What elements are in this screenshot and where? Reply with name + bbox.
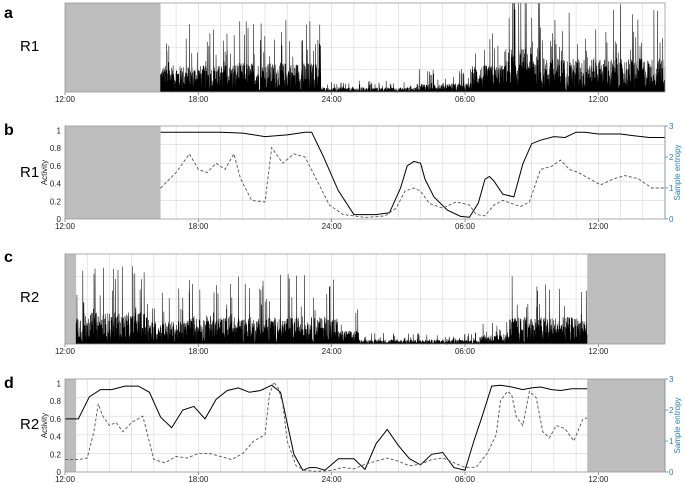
plot-frame [64,125,666,220]
panel-letter: d [4,375,14,392]
missing-data-region [587,379,665,472]
row-label: R2 [20,289,39,306]
missing-data-region [65,254,77,344]
x-tick-label: 24:00 [322,222,343,231]
x-tick-label: 12:00 [588,347,609,356]
y-tick-label: 0.6 [50,415,62,424]
y2-tick-label: 0 [669,215,674,224]
y2-axis-title: Sample entropy [673,397,682,453]
x-tick-label: 12:00 [588,475,609,483]
missing-data-region [65,3,161,92]
sample-entropy-line [160,146,665,218]
y2-tick-label: 1 [669,437,674,446]
x-tick-label: 12:00 [55,222,76,231]
x-tick-label: 18:00 [188,222,209,231]
y-tick-label: 1 [57,126,62,135]
x-tick-label: 18:00 [188,475,209,483]
row-label: R1 [20,38,39,55]
x-tick-label: 24:00 [322,347,343,356]
missing-data-region [65,126,161,219]
y2-axis-title: Sample entropy [673,144,682,200]
row-label: R1 [20,164,39,181]
y2-tick-label: 1 [669,184,674,193]
plot-area [65,379,665,472]
y-axis-title: Activity [40,413,49,438]
y-tick-label: 0.2 [50,197,62,206]
y-tick-label: 0 [57,215,62,224]
plot-frame [64,2,666,93]
y-axis-title: Activity [40,160,49,185]
y2-tick-label: 2 [669,153,674,162]
panel-letter: a [4,5,13,22]
activity-line [65,384,588,471]
y-tick-label: 1 [57,379,62,388]
x-tick-label: 12:00 [588,222,609,231]
x-tick-label: 12:00 [55,95,76,104]
panel-letter: b [4,122,14,139]
activity-trace [160,2,666,94]
sample-entropy-line [65,381,588,472]
x-tick-label: 06:00 [455,347,476,356]
y2-tick-label: 3 [669,122,674,131]
y-tick-label: 0.2 [50,450,62,459]
x-tick-label: 24:00 [322,475,343,483]
x-tick-label: 12:00 [55,347,76,356]
x-tick-label: 24:00 [322,95,343,104]
plot-frame [64,253,666,345]
x-tick-label: 12:00 [588,95,609,104]
y-tick-label: 0.8 [50,144,62,153]
panel-letter: c [4,249,13,266]
x-tick-label: 18:00 [188,347,209,356]
missing-data-region [65,379,77,472]
x-tick-label: 06:00 [455,95,476,104]
y2-tick-label: 2 [669,406,674,415]
y-tick-label: 0.4 [50,433,62,442]
y-tick-label: 0 [57,468,62,477]
x-tick-label: 06:00 [455,222,476,231]
y-tick-label: 0.8 [50,397,62,406]
x-tick-label: 06:00 [455,475,476,483]
y-tick-label: 0.6 [50,162,62,171]
x-tick-label: 18:00 [188,95,209,104]
y2-tick-label: 3 [669,375,674,384]
row-label: R2 [20,416,39,433]
panel-c: c R2 12:00 18:00 24:00 06:00 12:00 [4,249,666,356]
y-tick-label: 0.4 [50,180,62,189]
x-tick-label: 12:00 [55,475,76,483]
activity-line [160,131,665,218]
missing-data-region [587,254,665,344]
y2-tick-label: 0 [669,468,674,477]
plot-area [65,126,665,219]
panel-a: a R1 12:00 18:00 24:00 06:00 12:00 [4,2,666,104]
plot-frame [64,378,666,473]
